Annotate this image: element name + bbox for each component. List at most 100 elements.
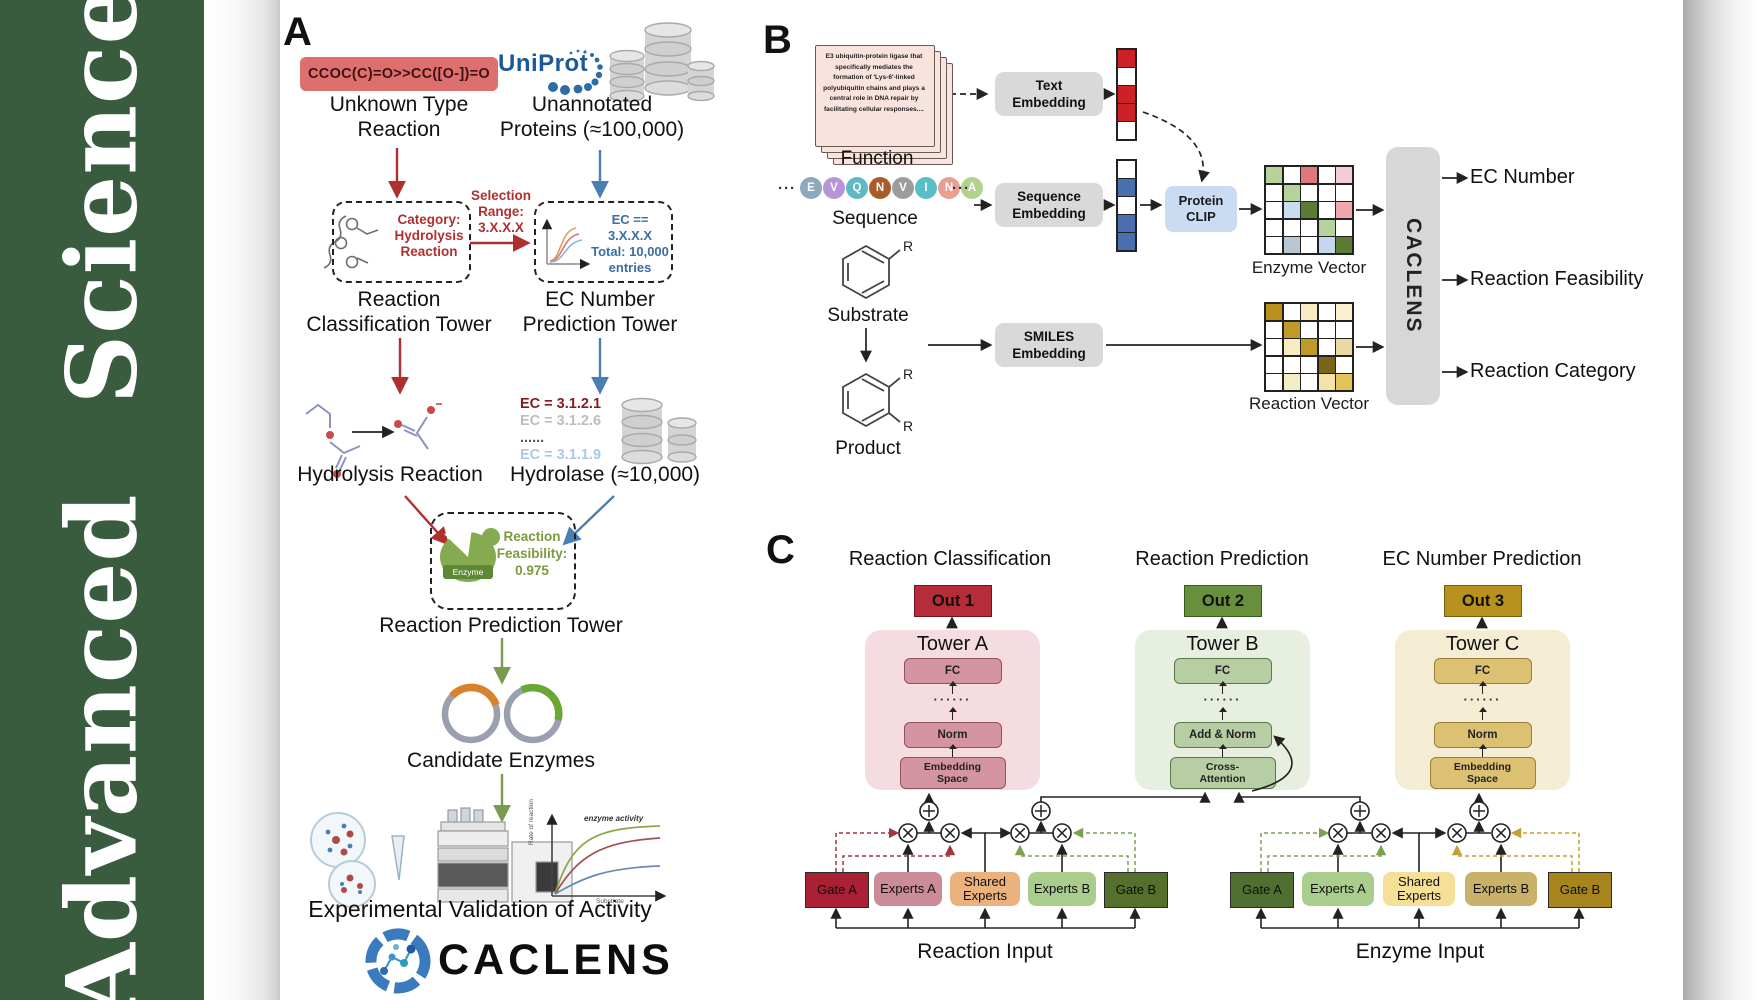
vector-cell	[1283, 321, 1300, 338]
vector-cell	[1283, 184, 1300, 201]
tower-c-dots: ······	[1463, 692, 1502, 707]
column-title-ec-number-prediction: EC Number Prediction	[1382, 548, 1582, 570]
vector-cell	[1118, 122, 1135, 139]
product-r1-label: R	[903, 366, 914, 382]
tower-b-title: Tower B	[1186, 633, 1259, 655]
vector-cell	[1318, 202, 1335, 219]
panel-c-label: C	[766, 528, 795, 572]
vector-cell	[1118, 161, 1135, 178]
text-embedding-box: Text Embedding	[995, 72, 1103, 116]
sequence-embedding-vector	[1116, 159, 1137, 252]
reaction-input-label: Reaction Input	[917, 940, 1053, 963]
vector-cell	[1118, 233, 1135, 250]
vector-cell	[1118, 104, 1135, 121]
sequence-token: A	[961, 177, 983, 199]
ec-list-item: ......	[520, 430, 545, 446]
vector-cell	[1283, 219, 1300, 236]
vector-cell	[1336, 304, 1353, 320]
vector-cell	[1118, 197, 1135, 214]
tower-b: Tower B FC ······ Add & Norm Cross- Atte…	[1135, 630, 1310, 790]
up-arrow-icon	[1478, 681, 1488, 694]
up-arrow-icon	[948, 744, 958, 757]
moe-gate-a: Gate A	[805, 872, 869, 908]
vector-cell	[1336, 374, 1353, 391]
vector-cell	[1318, 219, 1335, 236]
vector-cell	[1118, 86, 1135, 103]
caclens-wordmark: CACLENS	[438, 936, 674, 984]
vector-cell	[1318, 184, 1335, 201]
selection-range-label: Selection Range: 3.X.X.X	[470, 188, 532, 235]
ec-selection-text: EC == 3.X.X.X Total: 10,000 entries	[591, 212, 669, 275]
reaction-classification-box	[332, 201, 471, 283]
journal-sidebar: Advanced Science	[0, 0, 204, 1000]
uniprot-logo: UniProt	[498, 50, 589, 77]
up-arrow-icon	[948, 681, 958, 694]
tower-c-title: Tower C	[1445, 633, 1520, 655]
vector-cell	[1266, 184, 1282, 201]
ec-list-item: EC = 3.1.1.9	[520, 447, 602, 463]
sequence-token: N	[869, 177, 891, 199]
vector-cell	[1301, 237, 1318, 254]
caclens-model-box: CACLENS	[1386, 147, 1440, 405]
up-arrow-icon	[1478, 744, 1488, 757]
vector-cell	[1318, 304, 1335, 320]
up-arrow-icon	[1218, 681, 1228, 694]
output-ec-number: EC Number	[1470, 166, 1575, 188]
tower-a-dots: ······	[933, 692, 972, 707]
moe-shared-experts: Shared Experts	[1383, 872, 1455, 906]
vector-cell	[1283, 339, 1300, 356]
vector-cell	[1283, 202, 1300, 219]
candidate-enzymes-label: Candidate Enzymes	[407, 749, 595, 772]
out2-box: Out 2	[1184, 585, 1262, 617]
vector-cell	[1318, 321, 1335, 338]
vector-cell	[1301, 374, 1318, 391]
graph-xlabel: Substrate	[596, 898, 624, 905]
vector-cell	[1301, 321, 1318, 338]
ellipsis-right: ···	[952, 180, 970, 197]
vector-cell	[1266, 202, 1282, 219]
moe-experts-a: Experts A	[874, 872, 942, 906]
up-arrow-icon	[1478, 707, 1488, 720]
vector-cell	[1283, 237, 1300, 254]
hydrolase-label: Hydrolase (≈10,000)	[509, 463, 701, 486]
vector-cell	[1266, 356, 1282, 373]
feasibility-text: Reaction Feasibility: 0.975	[496, 529, 568, 578]
column-title-reaction-prediction: Reaction Prediction	[1135, 548, 1309, 570]
vector-cell	[1318, 339, 1335, 356]
sequence-token: N	[938, 177, 960, 199]
vector-cell	[1336, 202, 1353, 219]
function-card-text: E3 ubiquitin-protein ligase that specifi…	[823, 53, 925, 113]
vector-cell	[1336, 167, 1353, 183]
enzyme-icon-label: Enzyme	[443, 565, 493, 579]
vector-cell	[1336, 356, 1353, 373]
ec-selection-box	[534, 201, 673, 283]
vector-cell	[1283, 356, 1300, 373]
up-arrow-icon	[948, 707, 958, 720]
tower-a-title: Tower A	[916, 633, 989, 655]
vector-cell	[1301, 202, 1318, 219]
moe-gate-b: Gate B	[1104, 872, 1168, 908]
up-arrow-icon	[1218, 744, 1228, 757]
function-card-front	[815, 45, 935, 147]
vector-cell	[1118, 50, 1135, 67]
vector-cell	[1266, 237, 1282, 254]
hydrolysis-reaction-label: Hydrolysis Reaction	[297, 463, 483, 486]
moe-experts-a: Experts A	[1302, 872, 1374, 906]
output-reaction-category: Reaction Category	[1470, 360, 1636, 382]
vector-cell	[1266, 167, 1282, 183]
vector-cell	[1266, 219, 1282, 236]
vector-cell	[1336, 339, 1353, 356]
vector-cell	[1118, 179, 1135, 196]
tower-c: Tower C FC ······ Norm Embedding Space	[1395, 630, 1570, 790]
tower-c-norm: Norm	[1433, 722, 1532, 748]
classification-tower-label: Reaction Classification Tower	[306, 288, 492, 336]
smiles-reaction-box: CCOC(C)=O>>CC([O-])=O	[300, 57, 498, 91]
vector-cell	[1301, 184, 1318, 201]
vector-cell	[1266, 321, 1282, 338]
tower-a-norm: Norm	[903, 722, 1002, 748]
substrate-label: Substrate	[827, 305, 909, 326]
vector-cell	[1318, 237, 1335, 254]
panel-a-label: A	[283, 10, 312, 54]
vector-cell	[1283, 167, 1300, 183]
moe-gate-a: Gate A	[1230, 872, 1294, 908]
